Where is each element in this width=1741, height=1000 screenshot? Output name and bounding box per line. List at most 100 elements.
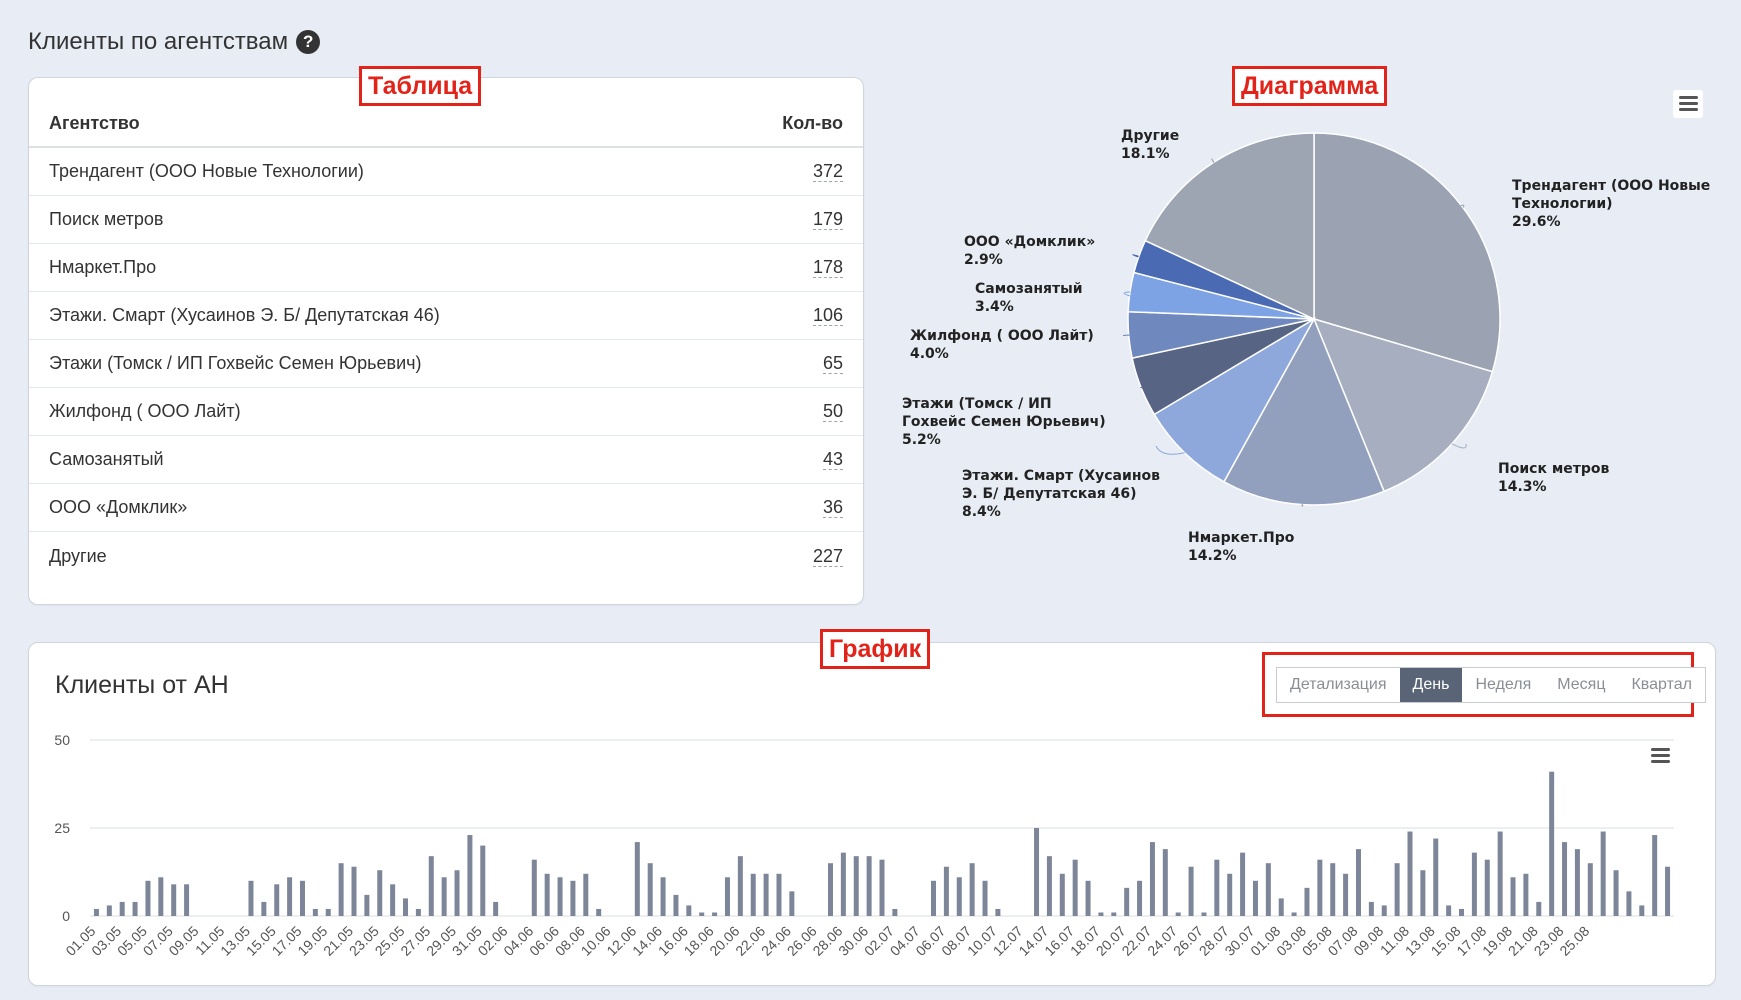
- bar[interactable]: [892, 908, 898, 916]
- bar[interactable]: [325, 908, 331, 916]
- bar[interactable]: [1085, 880, 1091, 916]
- hamburger-menu-icon[interactable]: [1673, 90, 1703, 118]
- bar[interactable]: [1626, 891, 1632, 916]
- table-row[interactable]: Нмаркет.Про 178: [29, 244, 863, 292]
- agency-count[interactable]: 36: [822, 497, 843, 518]
- bar[interactable]: [789, 891, 795, 916]
- agency-count[interactable]: 50: [822, 401, 843, 422]
- week-button[interactable]: Неделя: [1475, 676, 1532, 693]
- bar[interactable]: [1433, 838, 1439, 916]
- bar[interactable]: [1252, 880, 1258, 916]
- bar[interactable]: [248, 880, 254, 916]
- bar[interactable]: [699, 912, 705, 916]
- bar[interactable]: [557, 877, 563, 916]
- bar[interactable]: [1471, 852, 1477, 916]
- bar[interactable]: [1587, 863, 1593, 916]
- bar[interactable]: [596, 908, 602, 916]
- agency-count[interactable]: 178: [812, 257, 843, 278]
- bar[interactable]: [454, 870, 460, 916]
- bar[interactable]: [686, 905, 692, 916]
- quarter-button[interactable]: Квартал: [1631, 676, 1692, 693]
- bar[interactable]: [415, 908, 421, 916]
- bar[interactable]: [943, 866, 949, 916]
- bar[interactable]: [132, 901, 138, 916]
- bar[interactable]: [1549, 771, 1555, 916]
- bar[interactable]: [274, 884, 280, 916]
- bar[interactable]: [1317, 859, 1323, 916]
- column-header-agency[interactable]: Агентство: [49, 113, 140, 133]
- bar[interactable]: [1124, 887, 1130, 916]
- bar[interactable]: [1046, 856, 1052, 916]
- bar[interactable]: [1137, 880, 1143, 916]
- bar[interactable]: [1188, 866, 1194, 916]
- agency-count[interactable]: 179: [812, 209, 843, 230]
- bar[interactable]: [1034, 828, 1040, 916]
- bar[interactable]: [1330, 863, 1336, 916]
- bar[interactable]: [660, 877, 666, 916]
- table-row[interactable]: ООО «Домклик» 36: [29, 484, 863, 532]
- bar[interactable]: [1072, 859, 1078, 916]
- bar[interactable]: [1265, 863, 1271, 916]
- table-row[interactable]: Трендагент (ООО Новые Технологии) 372: [29, 148, 863, 196]
- column-header-count[interactable]: Кол-во: [782, 113, 843, 133]
- bar[interactable]: [1343, 873, 1349, 916]
- bar[interactable]: [158, 877, 164, 916]
- bar[interactable]: [827, 863, 833, 916]
- bar[interactable]: [724, 877, 730, 916]
- bar[interactable]: [647, 863, 653, 916]
- bar[interactable]: [1523, 873, 1529, 916]
- bar[interactable]: [1613, 870, 1619, 916]
- bar[interactable]: [1510, 877, 1516, 916]
- bar[interactable]: [1278, 898, 1284, 916]
- bar[interactable]: [106, 905, 112, 916]
- bar[interactable]: [737, 856, 743, 916]
- bar[interactable]: [145, 880, 151, 916]
- bar[interactable]: [1600, 831, 1606, 916]
- bar[interactable]: [1201, 912, 1207, 916]
- bar[interactable]: [1420, 870, 1426, 916]
- bar[interactable]: [956, 877, 962, 916]
- table-row[interactable]: Этажи. Смарт (Хусаинов Э. Б/ Депутатская…: [29, 292, 863, 340]
- bar[interactable]: [1459, 908, 1465, 916]
- agency-count[interactable]: 227: [812, 545, 843, 567]
- bar[interactable]: [364, 894, 370, 916]
- agency-count[interactable]: 372: [812, 161, 843, 182]
- bar[interactable]: [1214, 859, 1220, 916]
- bar[interactable]: [763, 873, 769, 916]
- bar[interactable]: [1149, 842, 1155, 916]
- bar[interactable]: [351, 866, 357, 916]
- bar[interactable]: [261, 901, 267, 916]
- bar[interactable]: [1059, 873, 1065, 916]
- table-row[interactable]: Самозанятый 43: [29, 436, 863, 484]
- bar[interactable]: [403, 898, 409, 916]
- bar[interactable]: [1368, 901, 1374, 916]
- bar[interactable]: [879, 859, 885, 916]
- bar[interactable]: [1227, 873, 1233, 916]
- bar[interactable]: [93, 908, 99, 916]
- bar[interactable]: [184, 884, 190, 916]
- bar[interactable]: [1484, 859, 1490, 916]
- pie-slice[interactable]: [1313, 132, 1501, 373]
- bar[interactable]: [634, 842, 640, 916]
- bar[interactable]: [1098, 912, 1104, 916]
- bar[interactable]: [441, 877, 447, 916]
- day-button[interactable]: День: [1399, 668, 1463, 702]
- agency-count[interactable]: 106: [812, 305, 843, 326]
- bar[interactable]: [531, 859, 537, 916]
- bar[interactable]: [338, 863, 344, 916]
- bar[interactable]: [467, 835, 473, 916]
- bar[interactable]: [287, 877, 293, 916]
- bar[interactable]: [1304, 887, 1310, 916]
- bar[interactable]: [931, 880, 937, 916]
- bar[interactable]: [1407, 831, 1413, 916]
- bar[interactable]: [1162, 849, 1168, 916]
- bar[interactable]: [544, 873, 550, 916]
- bar[interactable]: [750, 873, 756, 916]
- bar[interactable]: [969, 863, 975, 916]
- table-row[interactable]: Этажи (Томск / ИП Гохвейс Семен Юрьевич)…: [29, 340, 863, 388]
- bar[interactable]: [377, 870, 383, 916]
- bar[interactable]: [1665, 866, 1671, 916]
- bar[interactable]: [982, 880, 988, 916]
- bar[interactable]: [570, 880, 576, 916]
- bar[interactable]: [1355, 849, 1361, 916]
